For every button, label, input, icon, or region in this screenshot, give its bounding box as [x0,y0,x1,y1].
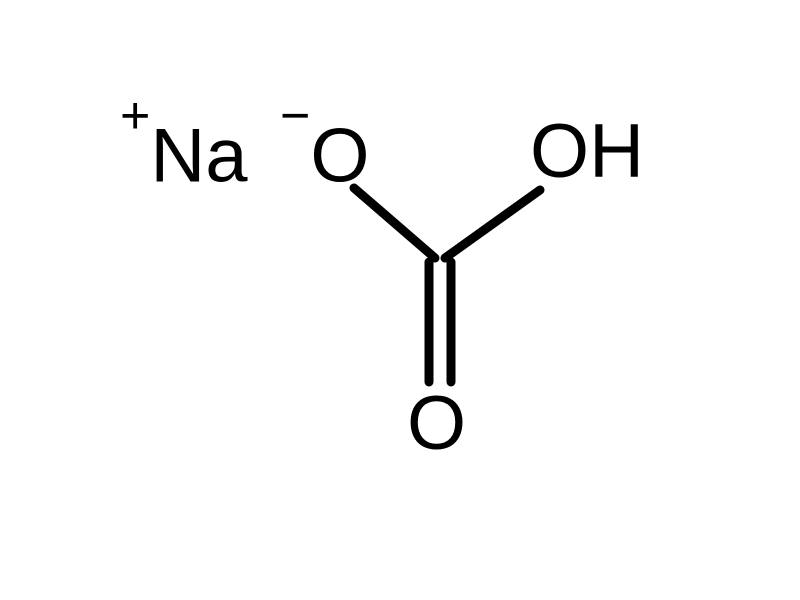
atom-na-label: Na [150,113,247,198]
atom-o-left: −O [280,108,370,199]
atom-o-bottom: O [407,380,466,467]
atom-na: +Na [120,108,248,199]
atom-oh: OH [530,108,644,195]
atom-o-bottom-label: O [407,381,466,466]
atom-oh-label: OH [530,109,644,194]
charge-minus: − [280,87,310,145]
bond-c-oh-right [445,190,540,258]
atom-o-left-label: O [310,113,369,198]
chemical-structure-canvas: +Na −O OH O [0,0,800,600]
charge-plus: + [120,87,150,145]
